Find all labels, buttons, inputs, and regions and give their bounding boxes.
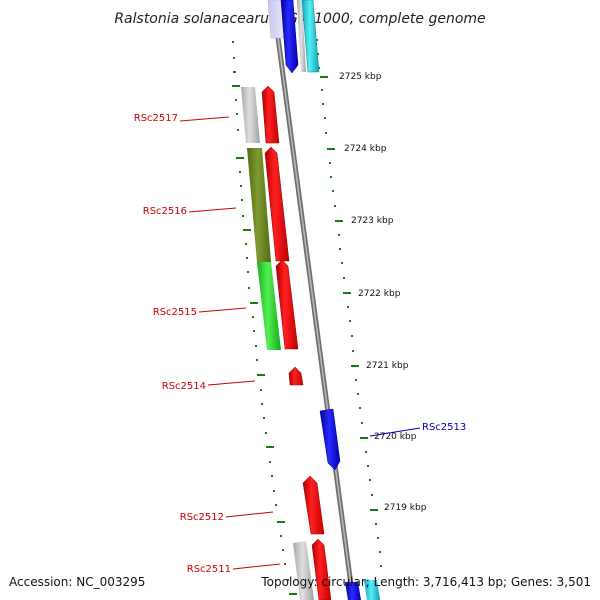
kbp-label-2719: 2719 kbp: [384, 503, 427, 513]
kbp-label-2725: 2725 kbp: [339, 72, 382, 82]
kbp-label-2723: 2723 kbp: [351, 216, 394, 226]
kbp-label-2721: 2721 kbp: [366, 361, 409, 371]
genome-backbone: [270, 0, 356, 600]
gene-rsc2515-green: [257, 262, 281, 350]
genome-summary: Topology: circular; Length: 3,716,413 bp…: [260, 575, 591, 589]
gene-top-blue: [280, 0, 299, 74]
gene-rsc2515-red: [275, 259, 299, 350]
gene-top-cyan: [301, 0, 320, 73]
gene-label-rsc2512: RSc2512: [180, 512, 224, 523]
gene-rsc2516-olive: [247, 148, 271, 262]
gene-rsc2512-red: [302, 475, 325, 535]
gene-rsc2516-red: [264, 146, 290, 262]
kbp-label-2722: 2722 kbp: [358, 289, 401, 299]
gene-rsc2513-blue: [319, 408, 341, 471]
gene-label-rsc2516: RSc2516: [143, 206, 187, 217]
kbp-labels: 2725 kbp 2724 kbp 2723 kbp 2722 kbp 2721…: [339, 72, 427, 513]
gene-label-rsc2514: RSc2514: [162, 381, 206, 392]
gene-bottom-blue: [345, 582, 361, 600]
gene-label-rsc2511: RSc2511: [187, 564, 231, 575]
kbp-label-2720: 2720 kbp: [374, 432, 417, 442]
label-leaders: [179, 116, 421, 570]
inner-tick-ring: [232, 41, 297, 595]
gene-rsc2517-red: [261, 85, 280, 144]
gene-label-rsc2515: RSc2515: [153, 307, 197, 318]
gene-features: [241, 0, 380, 600]
gene-rsc2511-red: [311, 538, 332, 600]
gene-rsc2517-gray: [241, 87, 260, 143]
gene-bottom-cyan: [364, 580, 380, 600]
gene-label-rsc2513: RSc2513: [422, 422, 466, 433]
outer-tick-ring: [316, 39, 382, 567]
accession-text: Accession: NC_003295: [9, 575, 145, 589]
gene-rsc2514-red: [288, 366, 304, 386]
gene-rsc2511-gray: [293, 541, 314, 600]
gene-top-gray: [297, 0, 306, 72]
kbp-label-2724: 2724 kbp: [344, 144, 387, 154]
gene-label-rsc2517: RSc2517: [134, 113, 178, 124]
gene-labels: RSc2517 RSc2516 RSc2515 RSc2514 RSc2513 …: [134, 113, 467, 575]
